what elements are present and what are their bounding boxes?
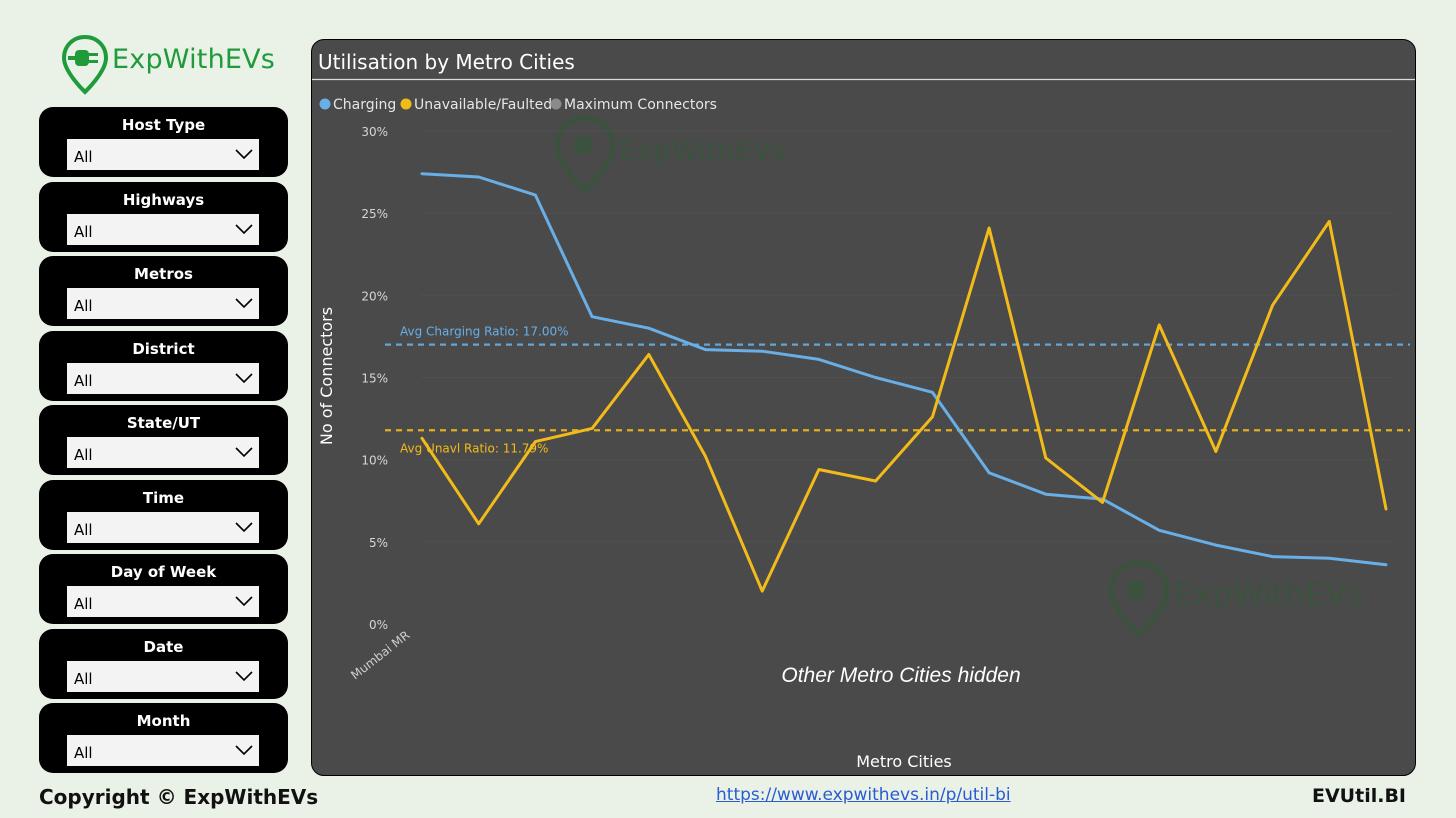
filter-label: Date	[143, 637, 184, 656]
filter-label: State/UT	[126, 414, 201, 432]
watermark: ExpWithEVs	[554, 115, 786, 194]
filter-label: Time	[142, 488, 185, 507]
hidden-cities-note: Other Metro Cities hidden	[781, 664, 1020, 687]
dropdown-value: All	[74, 744, 93, 762]
watermarks: ExpWithEVs ExpWithEVs	[554, 115, 1364, 639]
expwithevs-logo: ExpWithEVs	[60, 34, 290, 96]
filter-label: Highways	[122, 190, 205, 209]
filter-label: District	[132, 339, 195, 358]
chevron-down-icon	[235, 670, 253, 681]
chart-panel: Utilisation by Metro Cities Charging Unav…	[311, 39, 1416, 776]
y-tick-label: 5%	[369, 536, 388, 550]
filter-label: Day of Week	[110, 563, 217, 581]
util-bi-link[interactable]: https://www.expwithevs.in/p/util-bi	[716, 785, 1011, 805]
series-lines	[420, 172, 1388, 593]
watermark-plug-icon	[575, 136, 591, 154]
y-tick-label: 30%	[361, 125, 388, 139]
watermark: ExpWithEVs	[1108, 560, 1364, 639]
charging-series-line	[420, 172, 1388, 567]
ev-plug-pin-icon	[61, 34, 109, 95]
chevron-down-icon	[235, 521, 253, 532]
chevron-down-icon	[235, 447, 253, 458]
filter-highways: Highways All	[39, 181, 288, 252]
unavailable-faulted-series-line	[420, 219, 1388, 593]
reference-line-label: Avg Charging Ratio: 17.00%	[400, 325, 569, 339]
watermark-text: ExpWithEVs	[1173, 575, 1364, 613]
watermark-pin-icon	[554, 115, 616, 194]
chevron-down-icon	[235, 372, 253, 383]
filter-host-type: Host Type All	[39, 107, 288, 177]
brand-text: EVUtil.BI	[1312, 785, 1406, 807]
state-ut-dropdown[interactable]: All	[67, 437, 259, 468]
dropdown-value: All	[74, 148, 93, 166]
legend-marker	[319, 98, 331, 110]
month-dropdown[interactable]: All	[67, 735, 259, 766]
watermark-plug-icon	[1129, 581, 1145, 599]
y-tick-label: 15%	[361, 372, 388, 386]
filter-date: Date All	[39, 628, 288, 699]
filter-district: District All	[39, 330, 288, 401]
filter-month: Month All	[39, 703, 288, 773]
district-dropdown[interactable]: All	[67, 362, 259, 394]
dropdown-value: All	[74, 297, 93, 315]
date-dropdown[interactable]: All	[67, 660, 259, 692]
y-tick-label: 10%	[361, 454, 388, 468]
filter-time: Time All	[39, 479, 288, 550]
metros-dropdown[interactable]: All	[67, 288, 259, 319]
filter-label: Metros	[134, 265, 193, 283]
time-dropdown[interactable]: All	[67, 511, 259, 543]
day-of-week-dropdown[interactable]: All	[67, 586, 259, 617]
legend-marker	[400, 98, 412, 110]
dropdown-value: All	[74, 371, 93, 390]
chevron-down-icon	[235, 149, 253, 160]
legend-label: Charging	[333, 97, 396, 113]
x-tick-label: Mumbai MR	[348, 628, 412, 682]
chevron-down-icon	[235, 223, 253, 234]
copyright-text: Copyright © ExpWithEVs	[39, 785, 319, 809]
chevron-down-icon	[235, 298, 253, 309]
watermark-pin-icon	[1108, 560, 1170, 639]
dropdown-value: All	[74, 669, 93, 688]
chevron-down-icon	[235, 745, 253, 756]
chart-legend: Charging Unavailable/Faulted Maximum Conne…	[319, 97, 717, 113]
x-axis-title: Metro Cities	[856, 752, 952, 771]
legend-label: Unavailable/Faulted	[414, 97, 552, 113]
reference-line-label: Avg Unavl Ratio: 11.79%	[400, 441, 548, 455]
y-tick-label: 20%	[361, 289, 388, 303]
logo-text: ExpWithEVs	[112, 44, 276, 75]
utilisation-line-chart: Utilisation by Metro Cities Charging Unav…	[312, 50, 1415, 771]
legend-label: Maximum Connectors	[564, 97, 717, 113]
filter-day-of-week: Day of Week All	[39, 554, 288, 624]
filter-label: Host Type	[121, 116, 206, 134]
y-axis-ticks: 0% 5% 10% 15% 20% 25% 30%	[361, 125, 388, 632]
filter-panel: Host Type All Highways All Metros All Di…	[39, 107, 288, 778]
y-axis-title: No of Connectors	[317, 307, 336, 445]
dropdown-value: All	[74, 520, 93, 539]
filter-metros: Metros All	[39, 256, 288, 326]
filter-label: Month	[136, 712, 191, 730]
host-type-dropdown[interactable]: All	[67, 139, 259, 170]
highways-dropdown[interactable]: All	[67, 213, 259, 245]
dropdown-value: All	[74, 446, 93, 464]
y-tick-label: 25%	[361, 207, 388, 221]
filter-state-ut: State/UT All	[39, 405, 288, 475]
reference-lines: Avg Charging Ratio: 17.00% Avg Unavl Rati…	[385, 325, 1410, 455]
watermark-text: ExpWithEVs	[619, 134, 786, 167]
dropdown-value: All	[74, 595, 93, 613]
y-tick-label: 0%	[369, 618, 388, 632]
legend-marker	[550, 98, 562, 110]
chart-title: Utilisation by Metro Cities	[318, 50, 575, 74]
chevron-down-icon	[235, 596, 253, 607]
dropdown-value: All	[74, 222, 93, 241]
